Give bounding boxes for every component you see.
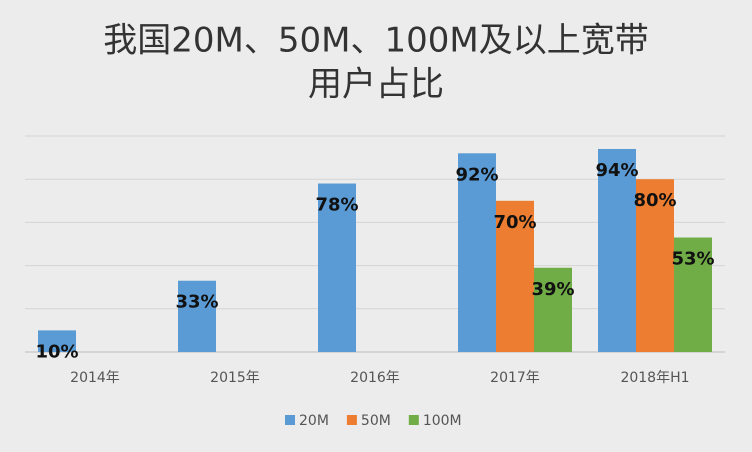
data-label: 92% [455,164,498,185]
bar [458,153,496,352]
bar [598,148,636,352]
bar [636,179,674,352]
data-label: 80% [633,190,676,211]
x-tick-label: 2014年 [70,370,120,386]
bar [38,330,76,352]
chart-title: 用户占比 [308,65,444,105]
x-tick-label: 2015年 [210,370,260,386]
data-label: 78% [315,195,358,216]
data-label: 39% [531,279,574,300]
bar [318,183,356,352]
bar [534,267,572,352]
chart-title: 我国20M、50M、100M及以上宽带 [103,21,648,61]
legend-label: 100M [423,413,462,429]
data-label: 10% [35,341,78,362]
x-tick-label: 2018年H1 [620,370,689,386]
bar [496,200,534,352]
data-label: 53% [671,249,714,270]
x-tick-label: 2017年 [490,370,540,386]
bar [178,280,216,352]
data-label: 94% [595,160,638,181]
legend-swatch [346,415,357,425]
data-label: 33% [175,292,218,313]
x-tick-label: 2016年 [350,370,400,386]
legend-label: 20M [299,413,329,429]
legend-label: 50M [361,413,391,429]
legend-swatch [285,415,295,425]
bar [674,237,712,352]
data-label: 70% [493,212,536,233]
legend-swatch [408,415,419,425]
